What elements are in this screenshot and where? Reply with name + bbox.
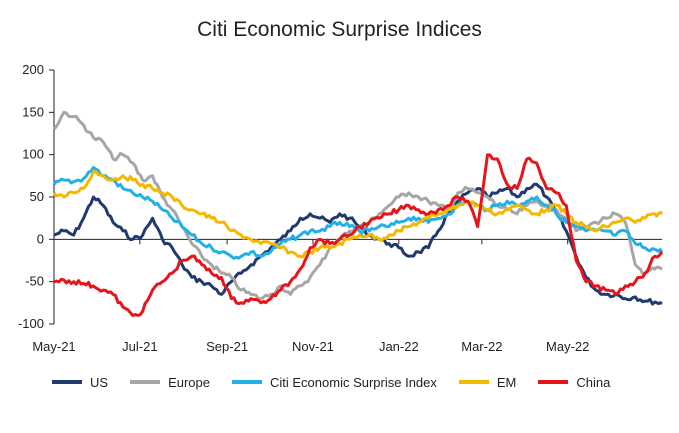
y-tick-label: 150: [22, 104, 44, 119]
x-tick-label: Nov-21: [292, 339, 334, 354]
y-tick-label: -50: [25, 274, 44, 289]
series-line-europe: [52, 110, 663, 301]
legend: US Europe Citi Economic Surprise Index EM Ch…: [52, 370, 672, 394]
legend-item-china: China: [538, 375, 610, 390]
legend-label: Citi Economic Surprise Index: [269, 374, 437, 390]
x-tick-label: Jul-21: [122, 339, 157, 354]
x-tick-label: May-22: [546, 339, 589, 354]
legend-item-em: EM: [458, 374, 517, 390]
x-tick-label: Mar-22: [461, 339, 502, 354]
legend-swatch: [231, 380, 262, 384]
legend-label: US: [90, 374, 109, 390]
y-tick-label: 0: [37, 231, 44, 246]
legend-swatch: [538, 380, 569, 384]
y-tick-label: 50: [30, 189, 44, 204]
series-line-citi-economic-surprise-index: [52, 165, 664, 260]
chart-axes: -100 -50 0 50 100 150 200 May-21 Jul-21 Sep-21 Nov…: [18, 62, 662, 354]
y-tick-label: 200: [22, 62, 44, 77]
legend-item-citi-economic-surprise-index: Citi Economic Surprise Index: [231, 374, 437, 390]
legend-item-europe: Europe: [130, 375, 210, 390]
series-line-us: [53, 182, 663, 306]
series-layer: [52, 110, 664, 317]
legend-swatch: [130, 380, 161, 384]
legend-label: EM: [496, 374, 517, 390]
y-tick-label: -100: [18, 316, 44, 331]
legend-swatch: [52, 380, 82, 384]
legend-label: China: [576, 374, 611, 390]
x-tick-label: May-21: [32, 339, 75, 354]
chart-title: Citi Economic Surprise Indices: [197, 18, 482, 41]
series-line-em: [52, 170, 663, 259]
y-tick-label: 100: [22, 147, 44, 162]
series-line-china: [53, 153, 664, 317]
x-tick-label: Sep-21: [206, 339, 248, 354]
x-tick-label: Jan-22: [379, 339, 419, 354]
legend-label: Europe: [168, 374, 210, 390]
legend-item-us: US: [52, 375, 108, 390]
legend-swatch: [458, 380, 489, 384]
